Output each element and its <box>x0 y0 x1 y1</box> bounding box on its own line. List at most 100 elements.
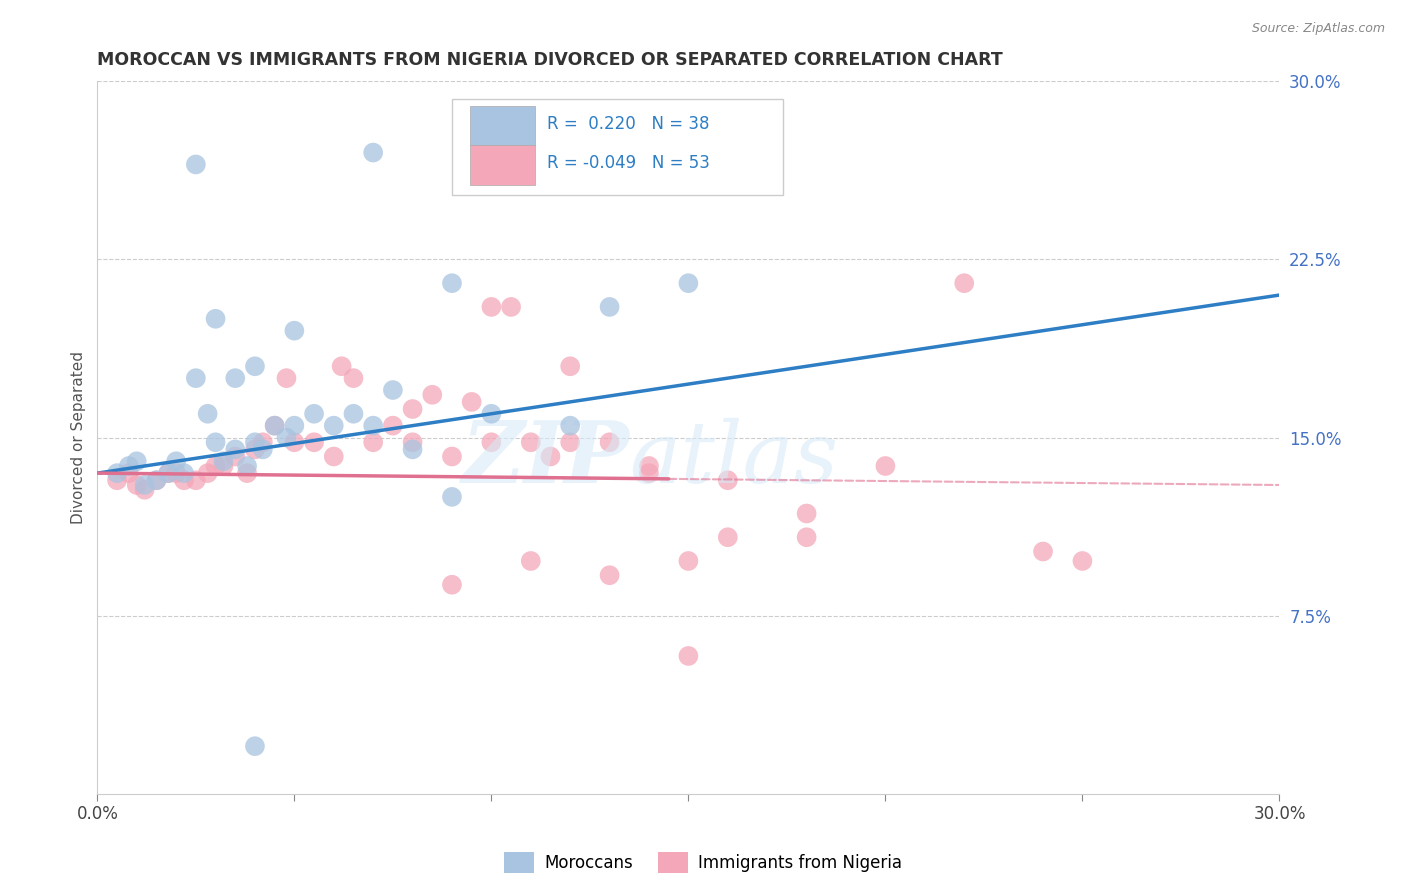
Point <box>440 578 463 592</box>
Point <box>157 466 180 480</box>
Point <box>236 466 259 480</box>
Point <box>302 435 325 450</box>
Point <box>560 418 582 433</box>
Point <box>540 450 562 464</box>
Point <box>212 458 235 473</box>
FancyBboxPatch shape <box>470 145 534 185</box>
Point <box>184 371 207 385</box>
Point <box>118 466 141 480</box>
Point <box>501 300 523 314</box>
Point <box>361 435 384 450</box>
Legend: Moroccans, Immigrants from Nigeria: Moroccans, Immigrants from Nigeria <box>498 846 908 880</box>
Point <box>381 383 404 397</box>
Point <box>678 648 700 663</box>
Point <box>105 466 128 480</box>
Point <box>283 324 305 338</box>
Point <box>717 530 740 544</box>
Point <box>342 371 364 385</box>
Point <box>173 473 195 487</box>
Point <box>381 418 404 433</box>
Point <box>145 473 167 487</box>
Text: ZIP: ZIP <box>461 417 630 500</box>
Point <box>717 473 740 487</box>
Point <box>401 402 423 417</box>
Point <box>460 395 482 409</box>
Point <box>302 407 325 421</box>
Point <box>263 418 285 433</box>
Point <box>224 450 246 464</box>
Point <box>243 442 266 457</box>
Point <box>252 435 274 450</box>
Point <box>197 466 219 480</box>
Point <box>125 454 148 468</box>
Point <box>252 442 274 457</box>
Point <box>263 418 285 433</box>
Point <box>440 276 463 290</box>
Point <box>165 454 187 468</box>
Point <box>678 554 700 568</box>
Point <box>342 407 364 421</box>
Text: Source: ZipAtlas.com: Source: ZipAtlas.com <box>1251 22 1385 36</box>
Point <box>420 388 443 402</box>
Point <box>224 442 246 457</box>
Point <box>599 435 621 450</box>
Y-axis label: Divorced or Separated: Divorced or Separated <box>72 351 86 524</box>
Point <box>796 507 818 521</box>
Point <box>322 450 344 464</box>
Point <box>638 466 661 480</box>
Point <box>243 359 266 374</box>
Point <box>479 435 502 450</box>
Point <box>520 554 543 568</box>
Point <box>276 371 298 385</box>
Point <box>134 478 156 492</box>
Point <box>560 435 582 450</box>
Point <box>953 276 976 290</box>
Point <box>401 442 423 457</box>
Point <box>276 430 298 444</box>
Text: R =  0.220   N = 38: R = 0.220 N = 38 <box>547 115 709 133</box>
Point <box>599 300 621 314</box>
Point <box>520 435 543 450</box>
Point <box>1032 544 1054 558</box>
Point <box>322 418 344 433</box>
Point <box>875 458 897 473</box>
Point <box>283 435 305 450</box>
Point <box>440 490 463 504</box>
Point <box>204 435 226 450</box>
Point <box>243 739 266 754</box>
Point <box>401 435 423 450</box>
Point <box>599 568 621 582</box>
Point <box>243 435 266 450</box>
Point <box>118 458 141 473</box>
Text: MOROCCAN VS IMMIGRANTS FROM NIGERIA DIVORCED OR SEPARATED CORRELATION CHART: MOROCCAN VS IMMIGRANTS FROM NIGERIA DIVO… <box>97 51 1002 69</box>
Point <box>330 359 353 374</box>
Point <box>224 371 246 385</box>
FancyBboxPatch shape <box>451 99 783 195</box>
Point <box>145 473 167 487</box>
Point <box>796 530 818 544</box>
Point <box>184 157 207 171</box>
Point <box>638 458 661 473</box>
Point <box>236 458 259 473</box>
Point <box>173 466 195 480</box>
Point <box>440 450 463 464</box>
Point <box>479 300 502 314</box>
Point <box>125 478 148 492</box>
Point <box>283 418 305 433</box>
Text: atlas: atlas <box>630 417 838 500</box>
Point <box>204 458 226 473</box>
Point <box>212 454 235 468</box>
Point <box>361 145 384 160</box>
Point <box>361 418 384 433</box>
Point <box>1071 554 1094 568</box>
Point <box>197 407 219 421</box>
Point <box>204 311 226 326</box>
Point <box>105 473 128 487</box>
Text: R = -0.049   N = 53: R = -0.049 N = 53 <box>547 154 710 172</box>
Point <box>157 466 180 480</box>
Point <box>165 466 187 480</box>
Point <box>678 276 700 290</box>
FancyBboxPatch shape <box>470 106 534 145</box>
Point <box>560 359 582 374</box>
Point <box>479 407 502 421</box>
